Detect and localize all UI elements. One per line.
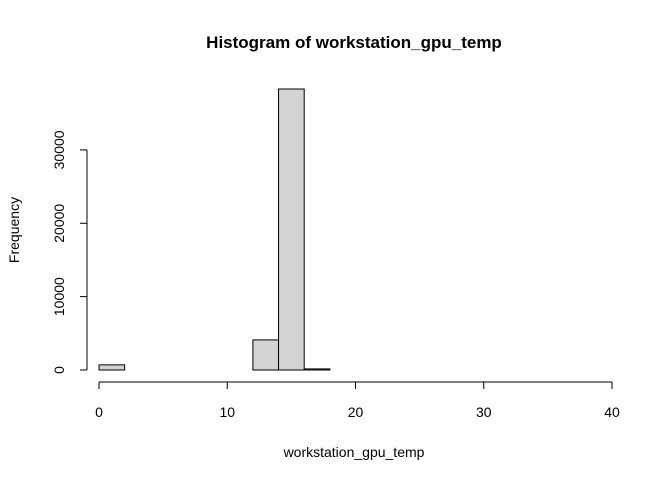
histogram-bars [98,88,331,371]
histogram-bar-7 [278,88,305,371]
y-tick-label-10000: 10000 [51,277,67,316]
histogram-bar-8 [303,368,331,371]
y-tick-label-30000: 30000 [51,130,67,169]
x-axis-label: workstation_gpu_temp [283,444,425,460]
x-tick-label-10: 10 [219,404,235,420]
y-tick-label-0: 0 [51,366,67,374]
histogram-bar-0 [98,364,126,371]
y-axis-label: Frequency [6,197,22,263]
histogram-bar-6 [252,339,280,371]
chart-title: Histogram of workstation_gpu_temp [206,33,502,52]
x-tick-label-20: 20 [348,404,364,420]
y-axis: 0 10000 20000 30000 [51,130,88,374]
x-tick-label-0: 0 [95,404,103,420]
y-tick-label-20000: 20000 [51,204,67,243]
x-tick-label-40: 40 [604,404,620,420]
x-axis: 0 10 20 30 40 [95,381,620,420]
x-tick-label-30: 30 [476,404,492,420]
